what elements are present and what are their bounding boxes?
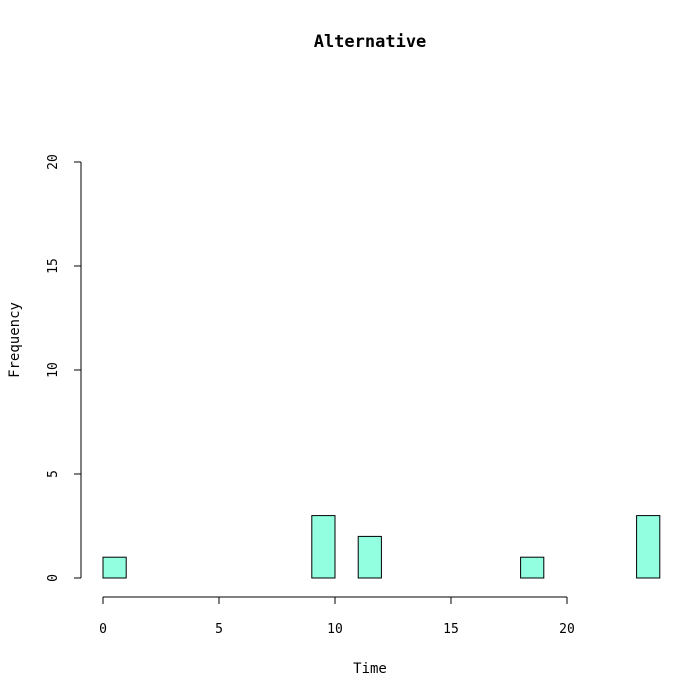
y-tick-label-20: 20: [46, 154, 61, 170]
y-tick-label-15: 15: [46, 258, 61, 274]
x-tick-label-0: 0: [99, 622, 107, 637]
x-tick-label-15: 15: [443, 622, 459, 637]
x-tick-label-20: 20: [559, 622, 575, 637]
histogram-bar-0: [102, 556, 127, 579]
histogram-bar-18: [520, 556, 545, 579]
y-axis-label: Frequency: [7, 302, 23, 378]
x-axis-label: Time: [353, 661, 387, 677]
x-axis: 0 5 10 15 20: [99, 596, 575, 637]
bars-group: [102, 515, 661, 579]
chart-title: Alternative: [314, 32, 427, 52]
histogram-bar-11: [357, 535, 382, 579]
y-tick-label-0: 0: [46, 574, 61, 582]
histogram-bar-23: [636, 515, 661, 579]
histogram-bar-9: [311, 515, 336, 579]
y-axis: 0 5 10 15 20: [46, 154, 82, 582]
y-tick-label-5: 5: [46, 470, 61, 478]
y-tick-label-10: 10: [46, 362, 61, 378]
x-tick-label-5: 5: [215, 622, 223, 637]
x-tick-label-10: 10: [327, 622, 343, 637]
